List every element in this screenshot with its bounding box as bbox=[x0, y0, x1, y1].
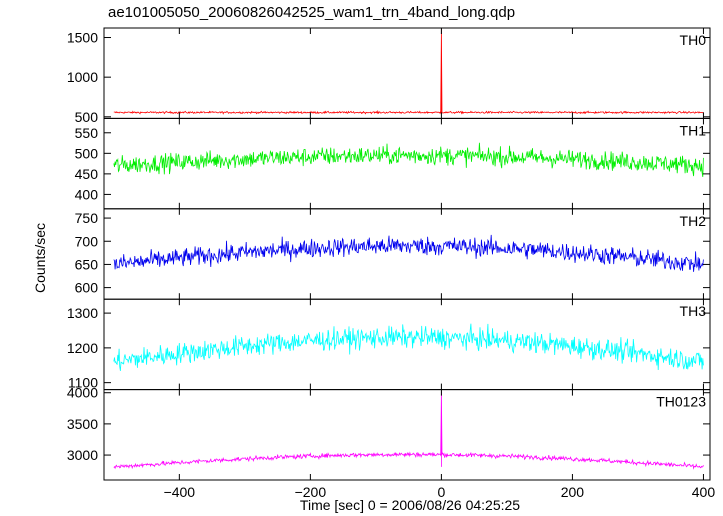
y-tick-label: 650 bbox=[75, 256, 99, 272]
x-axis-label: Time [sec] 0 = 2006/08/26 04:25:25 bbox=[299, 497, 521, 513]
panel-label-th2: TH2 bbox=[680, 213, 707, 229]
y-tick-label: 400 bbox=[75, 186, 99, 202]
y-tick-label: 3500 bbox=[67, 416, 98, 432]
panel-label-th0: TH0 bbox=[680, 32, 707, 48]
y-tick-label: 600 bbox=[75, 280, 99, 296]
y-tick-label: 3000 bbox=[67, 447, 98, 463]
series-line-th3 bbox=[113, 323, 704, 371]
y-tick-label: 1500 bbox=[67, 30, 98, 46]
series-line-th0 bbox=[113, 28, 704, 115]
y-tick-label: 1000 bbox=[67, 69, 98, 85]
x-tick-label: −200 bbox=[295, 484, 327, 500]
y-tick-label: 450 bbox=[75, 166, 99, 182]
y-tick-label: 1100 bbox=[68, 375, 98, 391]
x-tick-label: 400 bbox=[692, 484, 716, 500]
panel-label-th1: TH1 bbox=[680, 122, 707, 138]
y-tick-label: 1200 bbox=[67, 340, 98, 356]
y-tick-label: 500 bbox=[75, 109, 99, 125]
x-tick-label: 0 bbox=[437, 484, 445, 500]
y-tick-label: 500 bbox=[75, 145, 99, 161]
y-tick-label: 700 bbox=[75, 233, 99, 249]
panel-label-th3: TH3 bbox=[680, 303, 707, 319]
series-line-th2 bbox=[113, 234, 704, 272]
series-line-th1 bbox=[113, 142, 704, 177]
chart-title: ae101005050_20060826042525_wam1_trn_4ban… bbox=[108, 4, 516, 21]
x-tick-label: −400 bbox=[164, 484, 196, 500]
panel-frame-th0123 bbox=[103, 389, 711, 481]
y-tick-label: 750 bbox=[75, 210, 99, 226]
series-line-th0123 bbox=[113, 391, 704, 470]
y-tick-label: 1300 bbox=[67, 305, 98, 321]
panel-label-th0123: TH0123 bbox=[656, 394, 706, 410]
y-tick-label: 550 bbox=[75, 125, 99, 141]
x-tick-label: 200 bbox=[561, 484, 585, 500]
y-tick-label: 4000 bbox=[67, 385, 98, 401]
panel-frame-th0 bbox=[103, 27, 711, 119]
